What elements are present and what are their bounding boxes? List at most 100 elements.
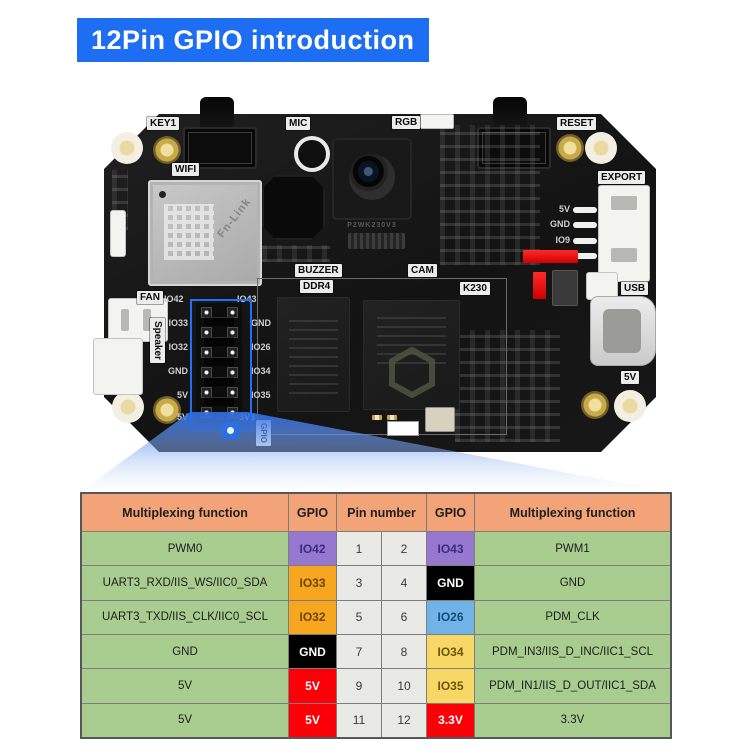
cell-pin: 10 <box>382 669 426 703</box>
header-multiplexing-left: Multiplexing function <box>82 494 288 531</box>
wifi-label: WIFI <box>172 163 200 176</box>
gpio-tag-label: GPIO <box>256 420 271 447</box>
gpio-pin-label: IO26 <box>251 342 271 352</box>
connector-pin <box>573 207 597 213</box>
buzzer-label: BUZZER <box>295 264 342 277</box>
export-pin-label: 5V <box>558 204 570 214</box>
cell-right-gpio: IO43 <box>427 532 474 566</box>
cell-right-function: GND <box>475 566 670 600</box>
export-connector-latch <box>586 272 618 300</box>
gpio-pin-label: IO33 <box>168 318 188 328</box>
mounting-hole <box>585 132 617 164</box>
export-connector <box>598 185 650 282</box>
connector-slot <box>611 196 637 210</box>
cell-right-function: PDM_IN3/IIS_D_INC/IIC1_SCL <box>475 634 670 669</box>
smd-component <box>387 421 419 436</box>
reset-label: RESET <box>557 117 597 130</box>
red-component <box>523 250 578 263</box>
cell-pin: 7 <box>337 634 381 669</box>
header-multiplexing-right: Multiplexing function <box>475 494 670 531</box>
gpio-pin-label: GND <box>251 318 271 328</box>
usb-c-slot <box>603 309 641 353</box>
jumper-cap <box>204 317 234 326</box>
gpio-callout-anchor <box>222 422 239 439</box>
gpio-highlight-box <box>190 299 252 429</box>
speaker-connector <box>93 338 143 395</box>
cell-pin: 2 <box>382 532 426 566</box>
buzzer-component <box>262 175 325 240</box>
speaker-label: Speaker <box>150 318 165 363</box>
gpio-pin-label: 5V <box>176 412 188 422</box>
capacitor-component <box>552 270 578 306</box>
jumper-cap <box>204 357 234 366</box>
connector-pin <box>573 222 597 228</box>
camera-ribbon <box>348 233 405 249</box>
cell-left-gpio: IO33 <box>289 566 336 600</box>
cell-left-function: 5V <box>82 703 288 737</box>
wifi-module: Fn-Link <box>148 180 262 286</box>
rgb-led-component <box>420 114 454 129</box>
cell-pin: 11 <box>337 703 381 737</box>
gpio-pin-label: IO35 <box>251 390 271 400</box>
jumper-cap <box>204 397 234 406</box>
camera-model-text: P2WK230V3 <box>347 222 397 229</box>
jumper-cap <box>204 377 234 386</box>
cell-right-gpio: GND <box>427 566 474 600</box>
cell-right-gpio: IO26 <box>427 600 474 634</box>
header-pin-number: Pin number <box>337 494 426 531</box>
cell-right-gpio: IO34 <box>427 634 474 669</box>
mic-component <box>294 136 330 172</box>
cell-left-function: 5V <box>82 669 288 703</box>
cell-left-gpio: 5V <box>289 669 336 703</box>
cell-pin: 5 <box>337 600 381 634</box>
red-component <box>533 272 546 299</box>
cell-left-gpio: IO42 <box>289 532 336 566</box>
cell-left-gpio: IO32 <box>289 600 336 634</box>
key1-label: KEY1 <box>147 117 180 130</box>
cell-right-function: PDM_CLK <box>475 600 670 634</box>
export-pin-label: GND <box>550 219 570 229</box>
rgb-label: RGB <box>392 116 421 129</box>
smd-cluster <box>440 125 540 265</box>
gpio-pin-label: IO42 <box>164 294 184 304</box>
cell-right-function: PWM1 <box>475 532 670 566</box>
mounting-hole <box>614 390 646 422</box>
camera-lens <box>349 154 395 200</box>
cell-pin: 4 <box>382 566 426 600</box>
mounting-hole <box>111 132 143 164</box>
ddr4-chip <box>277 297 350 412</box>
chip-markings <box>289 315 338 394</box>
export-pin-label: IO9 <box>555 235 570 245</box>
connector-slot <box>143 309 151 331</box>
fan-label: FAN <box>137 291 163 304</box>
chip-markings <box>377 312 446 364</box>
connector-slot <box>121 309 129 331</box>
cell-pin: 1 <box>337 532 381 566</box>
power-5v-label: 5V <box>621 371 640 384</box>
gpio-pinout-table: Multiplexing function GPIO Pin number GP… <box>80 492 672 739</box>
cell-pin: 3 <box>337 566 381 600</box>
jumper-cap <box>204 337 234 346</box>
connector-slot <box>611 248 637 262</box>
wifi-brand-text: Fn-Link <box>215 195 254 241</box>
ddr4-label: DDR4 <box>300 280 334 293</box>
cell-left-gpio: GND <box>289 634 336 669</box>
cell-left-function: UART3_RXD/IIS_WS/IIC0_SDA <box>82 566 288 600</box>
gpio-pin-label: IO34 <box>251 366 271 376</box>
usb-c-port <box>590 296 656 366</box>
header-gpio-right: GPIO <box>427 494 474 531</box>
usb-label: USB <box>621 282 649 295</box>
page-title: 12Pin GPIO introduction <box>77 18 429 62</box>
oscillator-component <box>425 407 455 432</box>
cell-pin: 12 <box>382 703 426 737</box>
side-connector <box>110 210 126 257</box>
cell-pin: 8 <box>382 634 426 669</box>
mounting-hole <box>556 134 584 162</box>
gpio-pin-label: IO32 <box>168 342 188 352</box>
pin1-dot <box>159 191 166 198</box>
export-label: EXPORT <box>598 171 646 184</box>
reset-button <box>477 127 551 169</box>
cell-left-function: UART3_TXD/IIS_CLK/IIC0_SCL <box>82 600 288 634</box>
header-gpio-left: GPIO <box>289 494 336 531</box>
